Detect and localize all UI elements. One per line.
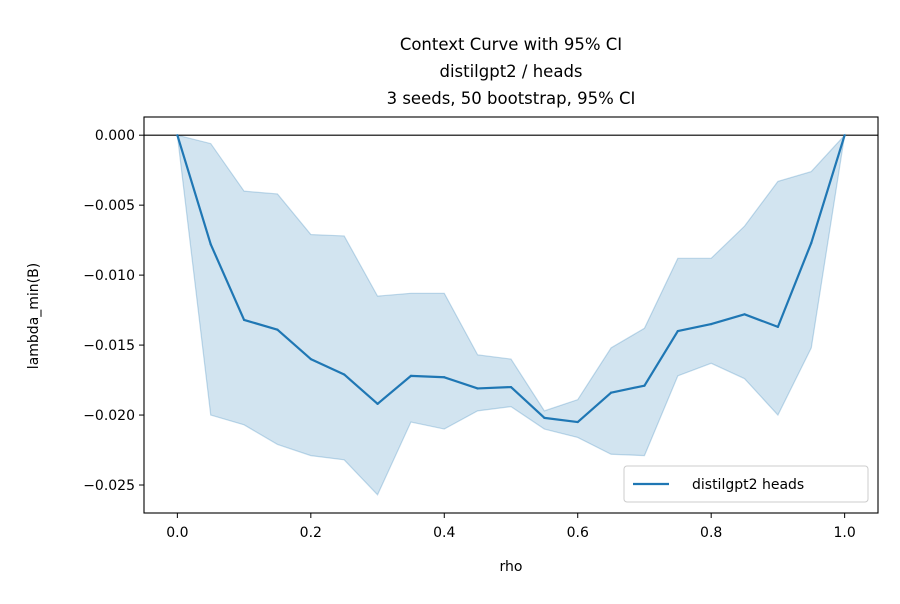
data-point-5 <box>343 373 346 376</box>
data-point-13 <box>609 391 613 394</box>
data-point-19 <box>810 241 813 245</box>
data-point-9 <box>476 387 479 390</box>
x-tick-label: 1.0 <box>834 525 856 541</box>
y-tick-label: −0.020 <box>83 408 135 424</box>
y-tick-label: −0.005 <box>83 198 135 214</box>
data-point-0 <box>176 134 179 137</box>
x-tick-label: 0.0 <box>166 525 188 541</box>
plot-area: 0.0 0.2 0.4 0.6 0.8 1.0 0.000 −0.005 −0.010 −0.01… <box>83 116 879 541</box>
legend-box <box>623 465 869 503</box>
data-point-4 <box>309 357 312 361</box>
y-tick-label: −0.025 <box>83 478 135 494</box>
data-point-10 <box>509 385 513 389</box>
data-point-8 <box>443 376 446 379</box>
x-tick-label: 0.2 <box>300 525 322 541</box>
data-point-15 <box>676 329 679 333</box>
y-tick-label: 0.000 <box>95 128 135 144</box>
plot-frame <box>143 116 879 514</box>
data-point-1 <box>209 243 212 246</box>
data-point-14 <box>643 384 646 387</box>
x-tick-label: 0.8 <box>700 525 722 541</box>
data-point-16 <box>710 322 713 326</box>
data-point-11 <box>543 416 546 419</box>
data-point-20 <box>843 134 846 137</box>
x-axis-label: rho <box>500 559 523 575</box>
y-tick-label: −0.010 <box>83 268 135 284</box>
chart-title-line-1: Context Curve with 95% CI <box>400 35 622 54</box>
chart-title-line-3: 3 seeds, 50 bootstrap, 95% CI <box>387 89 636 108</box>
y-tick-label: −0.015 <box>83 338 135 354</box>
data-point-2 <box>242 318 246 321</box>
chart-title-line-2: distilgpt2 / heads <box>439 62 582 81</box>
data-point-18 <box>776 325 780 328</box>
legend-label: distilgpt2 heads <box>692 477 804 493</box>
x-tick-label: 0.4 <box>433 525 455 541</box>
data-point-3 <box>276 328 279 331</box>
y-axis-label: lambda_min(B) <box>26 263 42 369</box>
data-point-6 <box>376 402 379 405</box>
data-point-17 <box>743 313 746 316</box>
data-point-7 <box>409 374 413 377</box>
x-tick-label: 0.6 <box>567 525 589 541</box>
data-point-12 <box>576 420 579 424</box>
